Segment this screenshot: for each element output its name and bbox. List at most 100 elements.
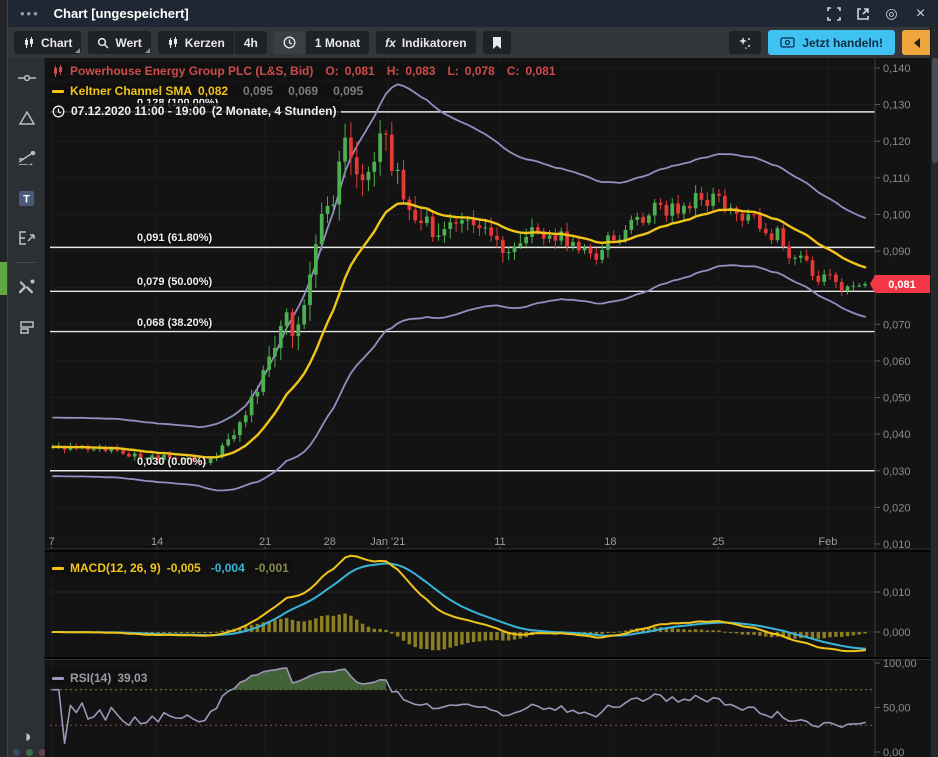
chart-area: 0,1400,1300,1200,1100,1000,0900,0800,070… (45, 58, 930, 757)
timeframe-label: 4h (244, 36, 258, 50)
tools-settings-button[interactable] (8, 267, 45, 307)
window-menu-dots-button[interactable]: ••• (20, 6, 40, 21)
svg-text:0,090: 0,090 (883, 246, 911, 258)
trendlines-tool-button[interactable] (8, 138, 45, 178)
svg-text:100,00: 100,00 (883, 658, 917, 670)
symbol-search-button[interactable]: Wert (88, 31, 150, 54)
svg-text:0,040: 0,040 (883, 429, 911, 441)
rsi-value: 39,03 (117, 671, 147, 685)
svg-text:Jan '21: Jan '21 (370, 536, 405, 548)
svg-text:0,120: 0,120 (883, 136, 911, 148)
magic-settings-button[interactable] (729, 31, 761, 54)
macd-name: MACD(12, 26, 9) (70, 561, 161, 575)
svg-text:28: 28 (324, 536, 336, 548)
workspace-green-indicator (0, 262, 7, 295)
svg-text:0,140: 0,140 (883, 63, 911, 75)
trade-now-label: Jetzt handeln! (802, 36, 883, 50)
window-scrollbar[interactable] (930, 27, 938, 757)
ohlc-high-label: H: (387, 64, 400, 78)
keltner-value: 0,082 (198, 84, 228, 98)
search-icon (97, 37, 109, 49)
dropdown-corner-icon (75, 48, 80, 53)
chart-canvas[interactable]: 0,1400,1300,1200,1100,1000,0900,0800,070… (45, 58, 930, 757)
candlestick-icon (23, 37, 35, 49)
dock-dot-green (26, 749, 33, 756)
bookmark-icon (492, 37, 502, 49)
keltner-param-3: 0,095 (333, 84, 363, 98)
target-icon[interactable]: ◎ (884, 6, 899, 21)
ohlc-close: 0,081 (525, 64, 555, 78)
macd-hist-value: -0,001 (255, 561, 289, 575)
indicators-label: Indikatoren (402, 36, 467, 50)
svg-text:Feb: Feb (818, 536, 837, 548)
layout-panels-button[interactable] (8, 307, 45, 347)
svg-text:7: 7 (49, 536, 55, 548)
svg-text:0,030: 0,030 (883, 466, 911, 478)
window-title: Chart [ungespeichert] (54, 6, 826, 21)
fib-level-label[interactable]: 0,068 (38.20%) (137, 317, 212, 329)
candle-style-label: Kerzen (185, 36, 225, 50)
svg-text:T: T (23, 193, 30, 205)
last-price-badge: 0,081 (870, 275, 930, 293)
svg-text:0,081: 0,081 (888, 279, 916, 291)
chart-type-button[interactable]: Chart (14, 31, 81, 54)
dock-dot-blue (13, 749, 20, 756)
shapes-tool-button[interactable] (8, 98, 45, 138)
fib-level-label[interactable]: 0,030 (0.00%) (137, 456, 206, 468)
ohlc-low-label: L: (447, 64, 458, 78)
ohlc-open: 0,081 (345, 64, 375, 78)
macd-value: -0,005 (167, 561, 201, 575)
period-button[interactable]: 1 Monat (306, 31, 369, 54)
symbol-legend[interactable]: Powerhouse Energy Group PLC (L&S, Bid) O… (49, 63, 561, 79)
svg-text:14: 14 (151, 536, 163, 548)
sparkles-icon (738, 36, 752, 50)
theme-contrast-button[interactable]: ◑ (8, 727, 45, 747)
rsi-legend[interactable]: RSI(14) 39,03 (49, 670, 152, 686)
keltner-legend[interactable]: Keltner Channel SMA 0,082 0,095 0,069 0,… (49, 83, 368, 99)
candlestick-icon (167, 37, 179, 49)
keltner-name: Keltner Channel SMA (70, 84, 192, 98)
svg-text:0,020: 0,020 (883, 502, 911, 514)
bookmark-button[interactable] (483, 31, 511, 54)
keltner-param-1: 0,095 (243, 84, 273, 98)
drawing-tools-sidebar: T ◑ (8, 58, 45, 757)
collapse-panel-button[interactable] (902, 30, 932, 55)
period-label: 1 Monat (315, 36, 360, 50)
svg-text:0,050: 0,050 (883, 393, 911, 405)
rsi-name: RSI(14) (70, 671, 111, 685)
keltner-param-2: 0,069 (288, 84, 318, 98)
triangle-left-icon (914, 38, 920, 48)
ohlc-close-label: C: (507, 64, 520, 78)
svg-text:0,100: 0,100 (883, 209, 911, 221)
svg-text:0,000: 0,000 (883, 627, 911, 639)
elliott-wave-tool-button[interactable] (8, 218, 45, 258)
series-candle-icon (52, 65, 64, 78)
window-titlebar: ••• Chart [ungespeichert] ◎ × (8, 0, 938, 27)
close-icon[interactable]: × (913, 6, 928, 21)
svg-text:18: 18 (604, 536, 616, 548)
ohlc-low: 0,078 (465, 64, 495, 78)
indicators-button[interactable]: fx Indikatoren (376, 31, 475, 54)
period-group: 1 Monat (274, 31, 369, 54)
period-clock-button[interactable] (274, 31, 305, 54)
trade-now-button[interactable]: Jetzt handeln! (768, 30, 895, 55)
daterange-span-text: (2 Monate, 4 Stunden) (212, 104, 337, 118)
workspace-edge-strip (0, 0, 8, 757)
crosshair-tool-button[interactable] (8, 58, 45, 98)
macd-legend[interactable]: MACD(12, 26, 9) -0,005 -0,004 -0,001 (49, 560, 294, 576)
fib-level-label[interactable]: 0,091 (61.80%) (137, 232, 212, 244)
popout-icon[interactable] (855, 6, 870, 21)
scrollbar-thumb[interactable] (932, 58, 938, 163)
svg-text:25: 25 (712, 536, 724, 548)
trading-app-window: ••• Chart [ungespeichert] ◎ × Chart (0, 0, 938, 757)
fullscreen-icon[interactable] (826, 6, 841, 21)
fib-level-label[interactable]: 0,079 (50.00%) (137, 276, 212, 288)
text-tool-button[interactable]: T (8, 178, 45, 218)
timeframe-button[interactable]: 4h (235, 31, 267, 54)
svg-text:0,010: 0,010 (883, 587, 911, 599)
candle-style-button[interactable]: Kerzen (158, 31, 234, 54)
chart-type-label: Chart (41, 36, 72, 50)
dropdown-corner-icon (145, 48, 150, 53)
macd-dash-icon (52, 567, 64, 570)
chart-toolbar: Chart Wert Kerzen 4h (8, 27, 938, 58)
